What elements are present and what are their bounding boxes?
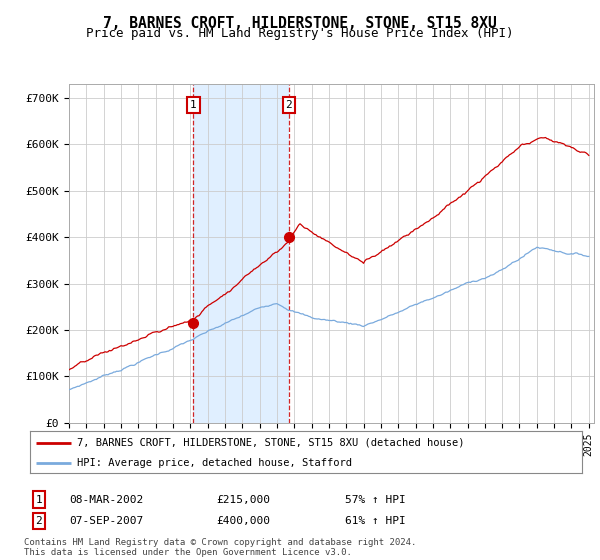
Text: Price paid vs. HM Land Registry's House Price Index (HPI): Price paid vs. HM Land Registry's House … bbox=[86, 27, 514, 40]
Text: 2: 2 bbox=[286, 100, 292, 110]
Text: 57% ↑ HPI: 57% ↑ HPI bbox=[345, 494, 406, 505]
Bar bbox=[193, 84, 289, 423]
Text: £215,000: £215,000 bbox=[216, 494, 270, 505]
Text: 1: 1 bbox=[35, 494, 43, 505]
Text: 7, BARNES CROFT, HILDERSTONE, STONE, ST15 8XU: 7, BARNES CROFT, HILDERSTONE, STONE, ST1… bbox=[103, 16, 497, 31]
Text: 07-SEP-2007: 07-SEP-2007 bbox=[69, 516, 143, 526]
Text: Contains HM Land Registry data © Crown copyright and database right 2024.
This d: Contains HM Land Registry data © Crown c… bbox=[24, 538, 416, 557]
Text: 2: 2 bbox=[35, 516, 43, 526]
Text: 7, BARNES CROFT, HILDERSTONE, STONE, ST15 8XU (detached house): 7, BARNES CROFT, HILDERSTONE, STONE, ST1… bbox=[77, 438, 464, 448]
Text: 61% ↑ HPI: 61% ↑ HPI bbox=[345, 516, 406, 526]
Text: £400,000: £400,000 bbox=[216, 516, 270, 526]
Text: 08-MAR-2002: 08-MAR-2002 bbox=[69, 494, 143, 505]
Text: HPI: Average price, detached house, Stafford: HPI: Average price, detached house, Staf… bbox=[77, 458, 352, 468]
Text: 1: 1 bbox=[190, 100, 197, 110]
